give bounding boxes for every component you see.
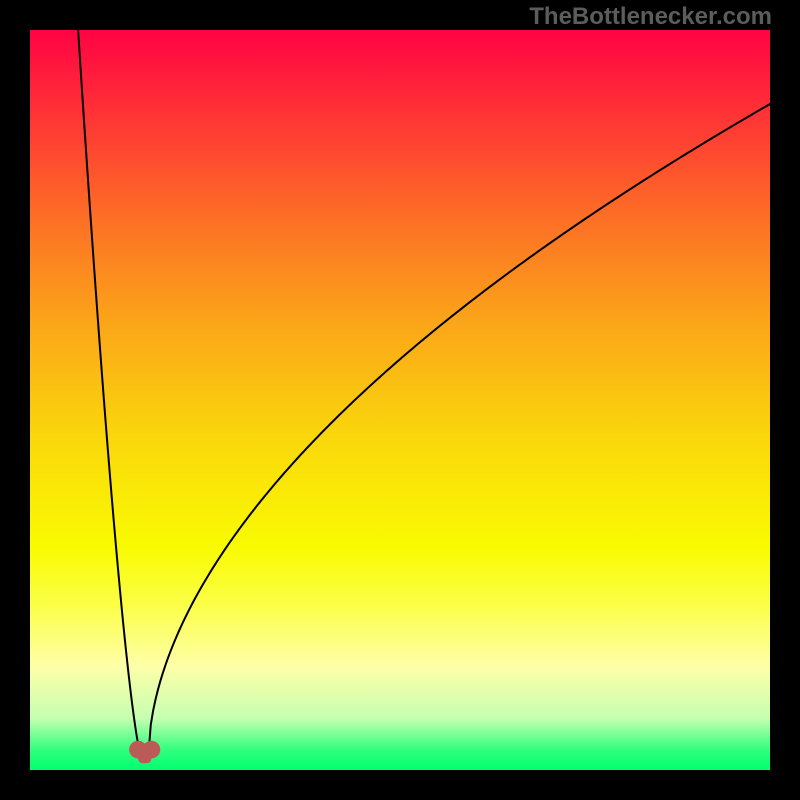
plot-svg xyxy=(30,30,770,770)
watermark-text: TheBottlenecker.com xyxy=(529,3,772,31)
dip-marker xyxy=(129,741,160,763)
plot-area xyxy=(30,30,770,770)
bottleneck-curve xyxy=(78,30,770,755)
chart-container: TheBottlenecker.com xyxy=(0,0,800,800)
